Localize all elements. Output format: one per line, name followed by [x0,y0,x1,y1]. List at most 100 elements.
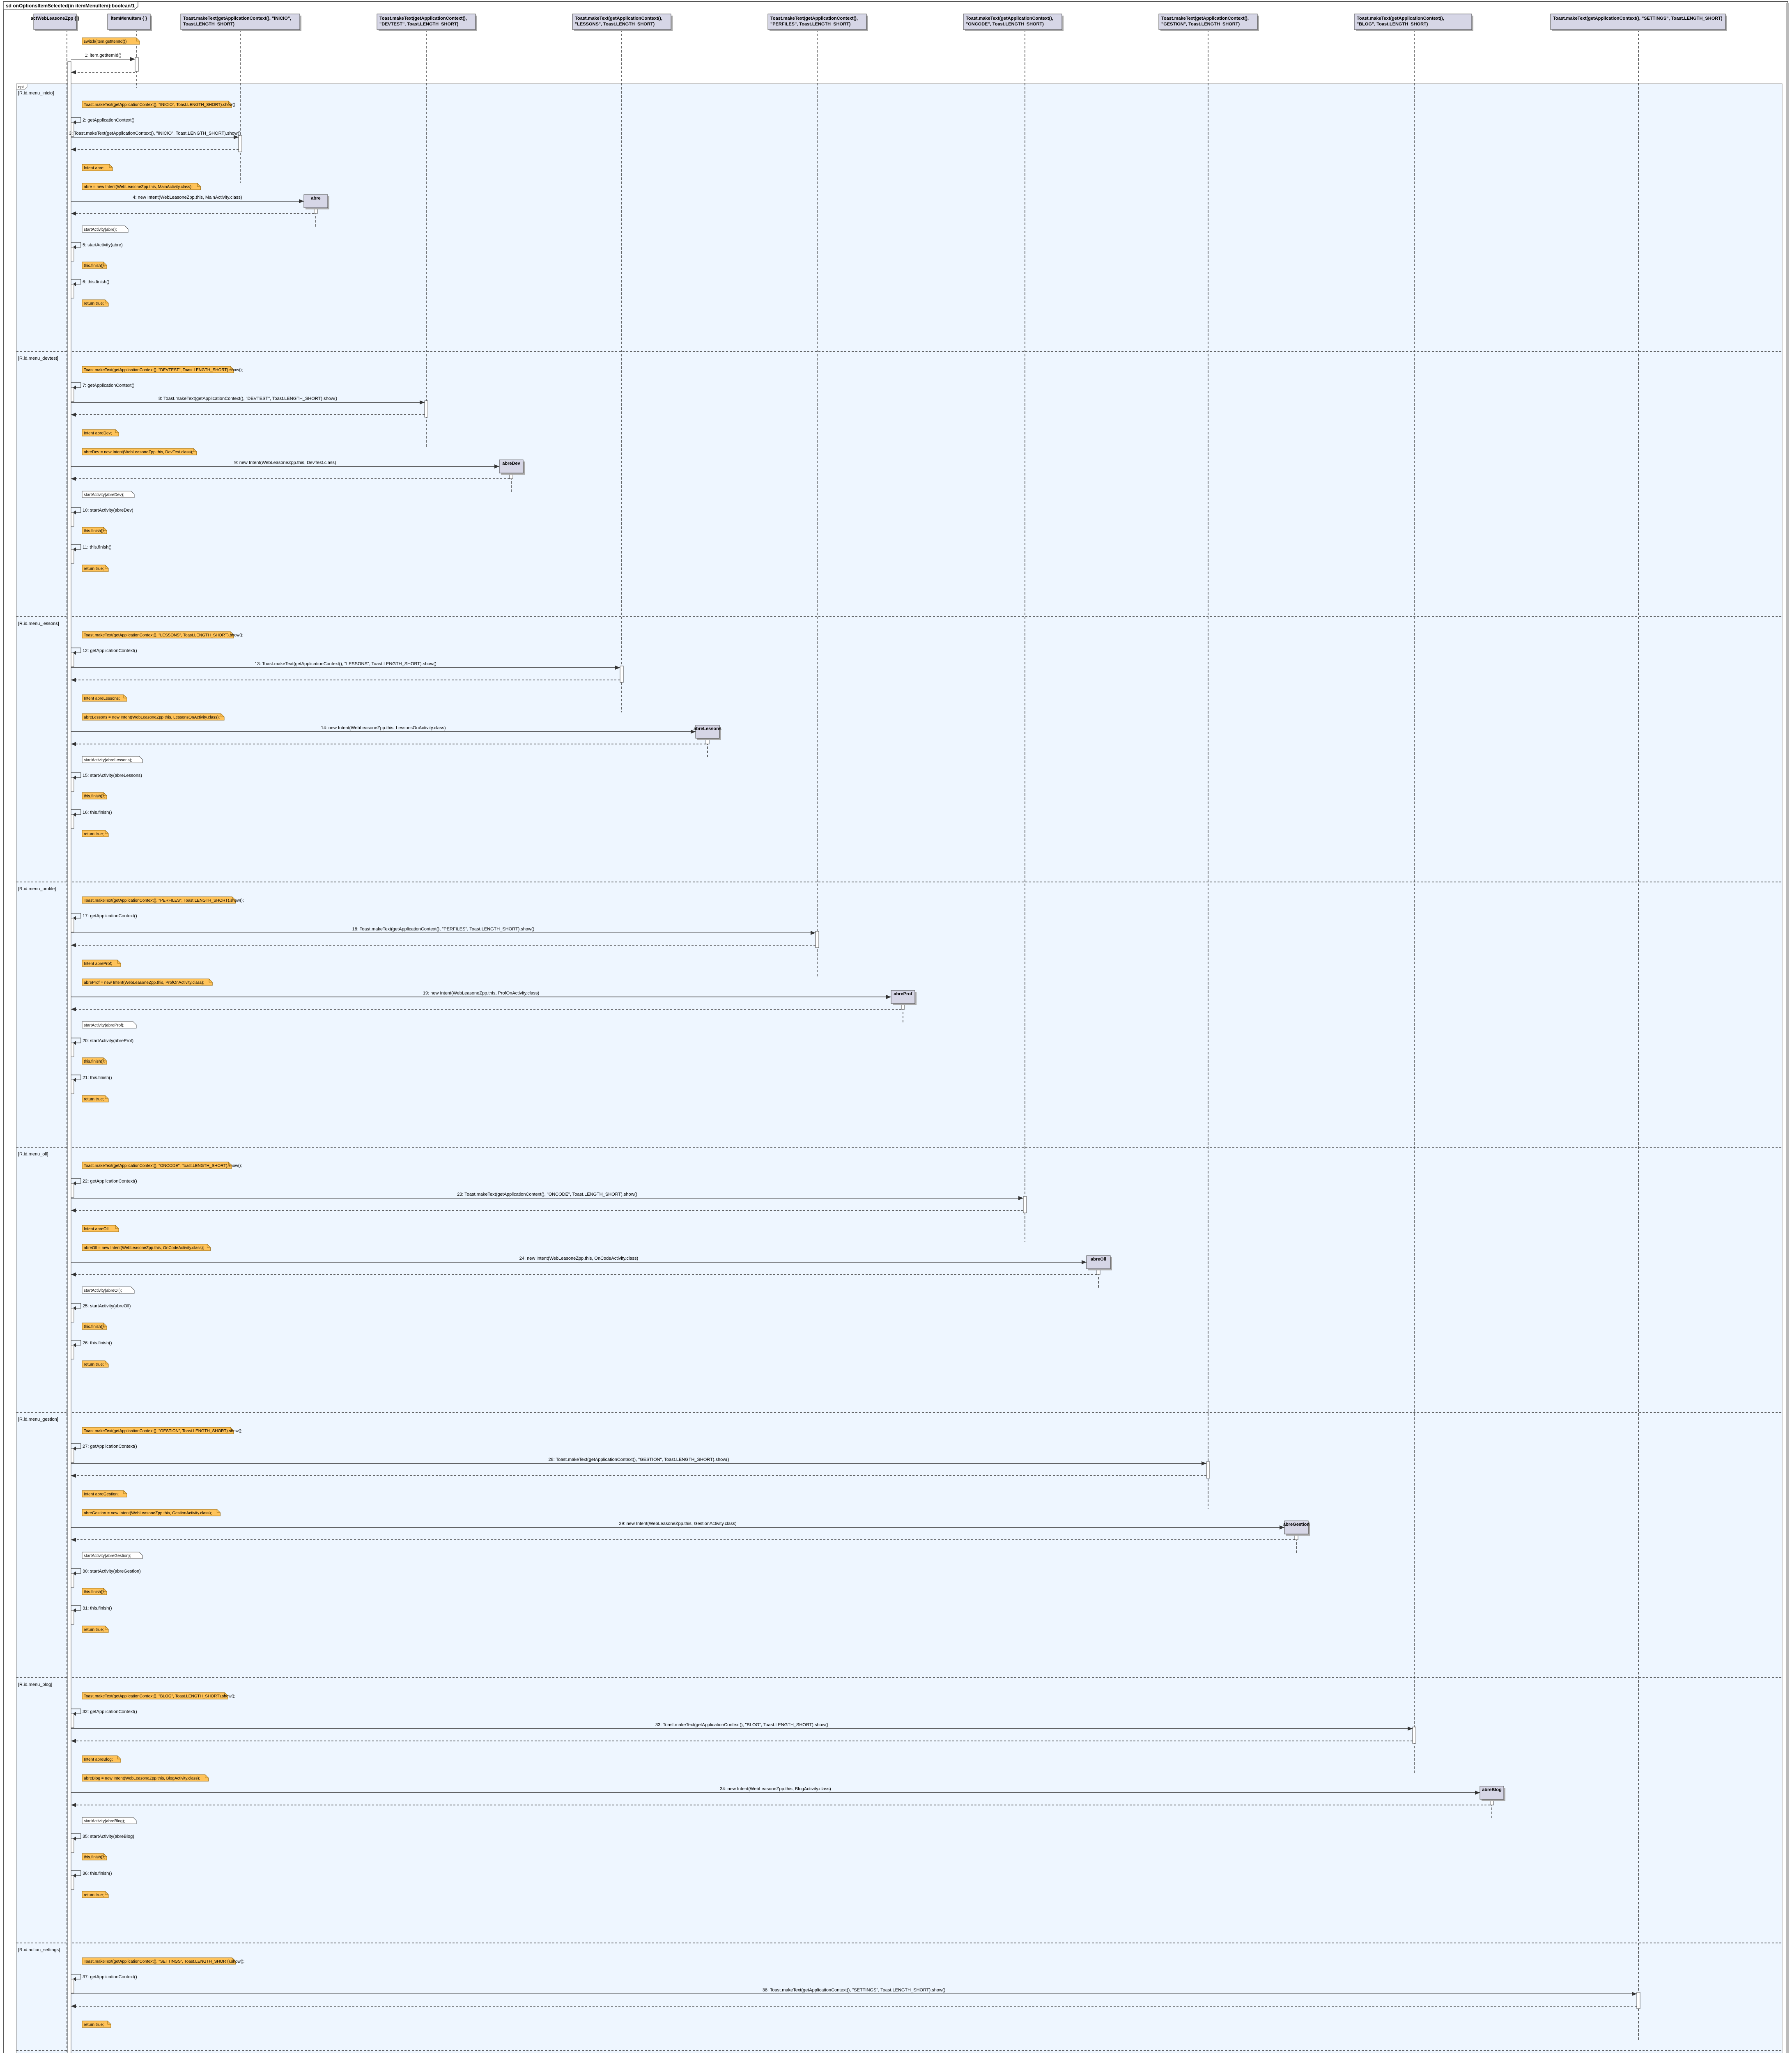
switch-note-text: switch(item.getItemId()) [84,39,126,44]
self-message-arrow [73,776,76,780]
note-fold [224,1692,228,1696]
self-activation [71,1043,74,1057]
section-guard: [R.id.menu_inicio] [18,91,54,96]
assign-note-text: abreBlog = new Intent(WebLeasoneZpp.this… [84,1776,200,1781]
decl-note-text: Intent abreProf; [84,962,112,966]
object-abreOll [1086,1255,1111,1269]
self-activation [71,512,74,527]
msg-toast-show-label: 3: Toast.makeText(getApplicationContext(… [69,131,241,136]
lifeline-label: Toast.makeText(getApplicationContext(), [1161,16,1249,21]
finish-note [82,1853,107,1860]
self-message-arrow [73,1447,76,1451]
decl-note [82,1755,121,1763]
msg-toast-show-label: 13: Toast.makeText(getApplicationContext… [255,661,436,666]
return-note-text: return true; [84,1893,104,1897]
self-activation [71,284,74,299]
self-message-label: 35: startActivity(abreBlog) [83,1834,134,1839]
self-activation [71,814,74,829]
assign-note [82,448,197,455]
self-message-label: 7: getApplicationContext() [83,383,135,388]
self-activation [71,1308,74,1323]
self-message [71,1075,81,1080]
self-message-arrow [73,651,76,655]
note-fold [117,1756,121,1759]
return-note-text: return true; [84,1362,104,1367]
item-activation [135,57,139,72]
return-note-text: return true; [84,2023,104,2027]
self-message-arrow [73,1078,76,1082]
finish-note [82,792,107,799]
self-message-label: 25: startActivity(abreOll) [83,1304,131,1309]
self-message [71,1038,81,1043]
note-fold [207,1244,211,1248]
opt-label: opt [18,85,24,90]
finish-note [82,1057,107,1065]
toast-activation [424,400,428,418]
note-fold [103,527,107,531]
self-activation [71,1079,74,1094]
self-activation [71,549,74,564]
toast-activation [1023,1196,1027,1213]
lifeline-label: Toast.makeText(getApplicationContext(), [575,16,662,21]
note-fold [105,1095,108,1099]
finish-note [82,262,107,269]
note-fold [232,897,236,900]
lifeline-head [107,14,151,30]
note-fold [105,1361,108,1364]
lifeline-label: "DEVTEST", Toast.LENGTH_SHORT) [379,22,459,27]
decl-note [82,1490,127,1497]
section-guard: [R.id.menu_blog] [18,1682,52,1687]
lifeline-label: Toast.makeText(getApplicationContext(), [1357,16,1444,21]
self-message-label: 16: this.finish() [83,810,112,815]
note-fold [228,1162,232,1166]
self-message-arrow [73,1181,76,1185]
finish-note-text: this.finish(); [84,1059,105,1064]
self-message [71,242,81,248]
lifeline-label: Toast.makeText(getApplicationContext(), [966,16,1053,21]
note-fold [117,960,121,964]
finish-note [82,527,107,534]
main-activation [67,61,71,2053]
return-note [82,830,109,837]
decl-note [82,960,121,967]
assign-note-text: abreDev = new Intent(WebLeasoneZpp.this,… [84,450,193,455]
section-guard: [R.id.menu_gestion] [18,1417,58,1422]
toast-note [82,1427,234,1434]
self-message-label: 5: startActivity(abre) [83,243,123,248]
toast-note-text: Toast.makeText(getApplicationContext(), … [84,1694,235,1699]
assign-note [82,1509,221,1516]
return-note [82,1891,109,1898]
section-guard: [R.id.menu_oll] [18,1152,48,1157]
lifeline-label: Toast.makeText(getApplicationContext(), [770,16,858,21]
toast-note-text: Toast.makeText(getApplicationContext(), … [84,633,244,638]
note-fold [103,1323,107,1327]
white-note-text: startActivity(abreOll); [84,1288,122,1293]
assign-note [82,978,213,986]
object-abreDev [499,459,524,473]
lifeline-head [377,14,476,30]
self-activation [71,387,74,402]
msg-new-intent-label: 19: new Intent(WebLeasoneZpp.this, ProfO… [423,991,539,996]
note-fold [103,792,107,796]
note-fold [209,979,213,983]
self-message-label: 17: getApplicationContext() [83,914,137,919]
self-message [71,1870,81,1876]
note-fold [228,101,232,105]
section-guard: [R.id.menu_lessons] [18,621,59,626]
msg-new-intent-label: 9: new Intent(WebLeasoneZpp.this, DevTes… [234,460,336,465]
self-message [71,544,81,550]
return-note-text: return true; [84,567,104,571]
msg-toast-show-label: 33: Toast.makeText(getApplicationContext… [655,1722,828,1727]
self-message-arrow [73,1874,76,1878]
white-note [82,756,143,763]
lifeline-label: actWebLeasoneZpp { } [31,16,80,21]
opt-tab [16,83,28,90]
white-note-text: startActivity(abreDev); [84,493,124,497]
note-fold [232,1958,236,1961]
self-message-label: 15: startActivity(abreLessons) [83,773,142,778]
self-message-label: 36: this.finish() [83,1871,112,1876]
switch-note [82,37,140,45]
return-note [82,1360,109,1368]
finish-note-text: this.finish(); [84,529,105,533]
self-activation [71,1713,74,1728]
